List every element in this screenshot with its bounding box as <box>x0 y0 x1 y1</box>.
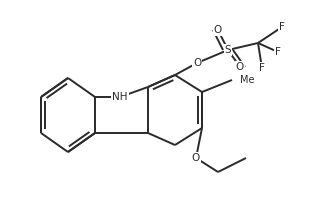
Text: O: O <box>214 25 222 35</box>
Text: F: F <box>279 22 285 32</box>
Text: S: S <box>225 45 231 55</box>
Text: NH: NH <box>112 92 128 102</box>
Text: F: F <box>275 47 281 57</box>
Text: O: O <box>236 62 244 72</box>
Text: Me: Me <box>240 75 254 85</box>
Text: F: F <box>259 63 265 73</box>
Text: O: O <box>193 58 201 68</box>
Text: O: O <box>192 153 200 163</box>
